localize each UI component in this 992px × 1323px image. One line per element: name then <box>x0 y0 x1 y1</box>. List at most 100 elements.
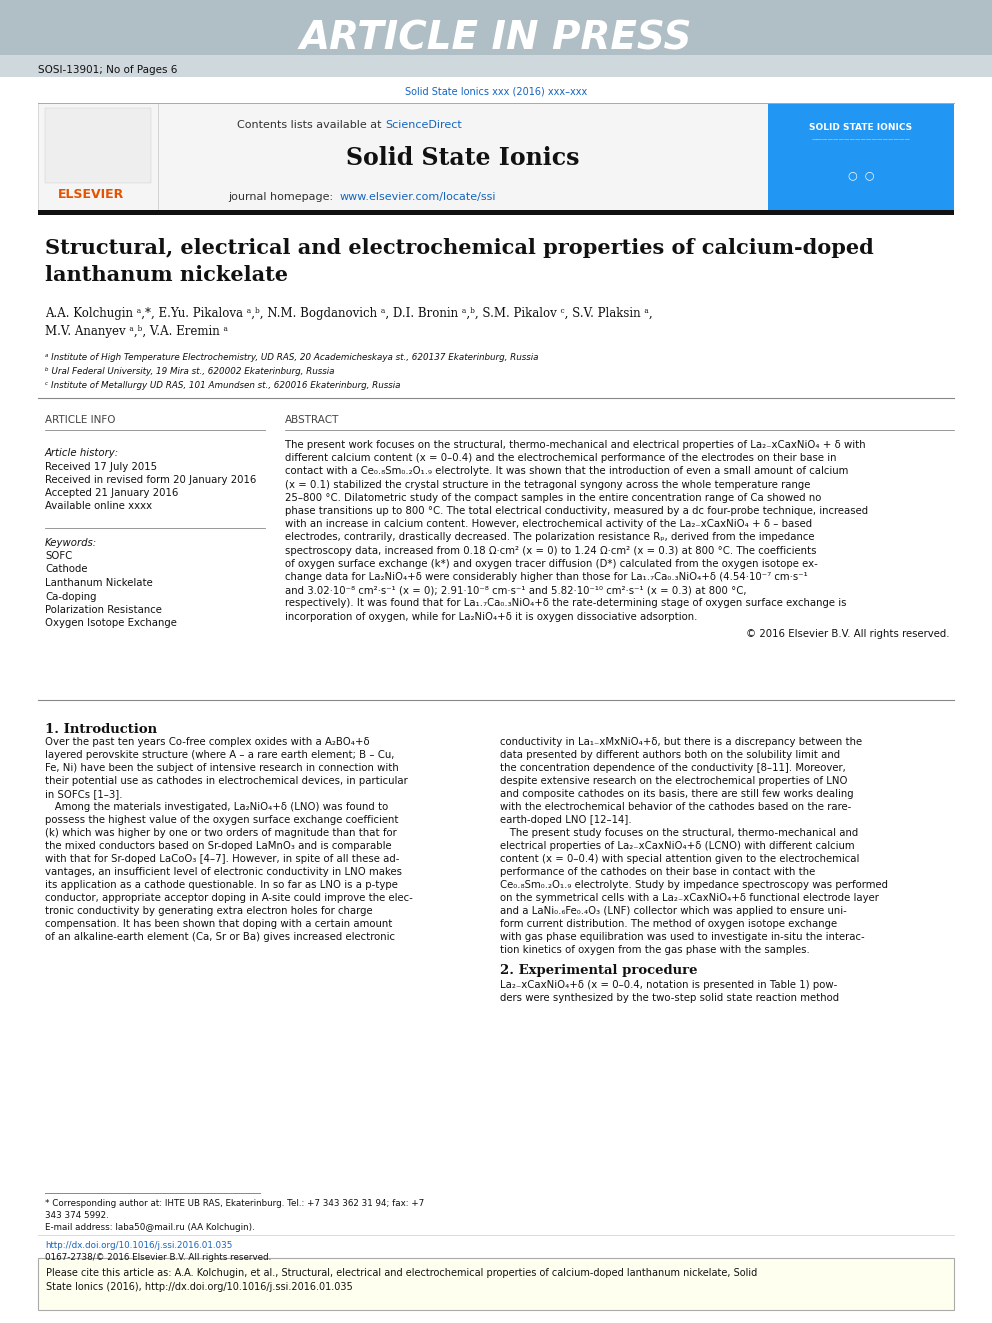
Text: their potential use as cathodes in electrochemical devices, in particular: their potential use as cathodes in elect… <box>45 777 408 786</box>
Text: 0167-2738/© 2016 Elsevier B.V. All rights reserved.: 0167-2738/© 2016 Elsevier B.V. All right… <box>45 1253 271 1262</box>
Text: Structural, electrical and electrochemical properties of calcium-doped: Structural, electrical and electrochemic… <box>45 238 874 258</box>
Text: incorporation of oxygen, while for La₂NiO₄+δ it is oxygen dissociative adsorptio: incorporation of oxygen, while for La₂Ni… <box>285 611 697 622</box>
Text: ARTICLE IN PRESS: ARTICLE IN PRESS <box>300 19 692 57</box>
Text: with gas phase equilibration was used to investigate in-situ the interac-: with gas phase equilibration was used to… <box>500 931 865 942</box>
Text: of an alkaline-earth element (Ca, Sr or Ba) gives increased electronic: of an alkaline-earth element (Ca, Sr or … <box>45 931 395 942</box>
Text: compensation. It has been shown that doping with a certain amount: compensation. It has been shown that dop… <box>45 919 393 929</box>
Text: its application as a cathode questionable. In so far as LNO is a p-type: its application as a cathode questionabl… <box>45 880 398 890</box>
Text: in SOFCs [1–3].: in SOFCs [1–3]. <box>45 789 122 799</box>
Text: Solid State Ionics xxx (2016) xxx–xxx: Solid State Ionics xxx (2016) xxx–xxx <box>405 87 587 97</box>
Text: content (x = 0–0.4) with special attention given to the electrochemical: content (x = 0–0.4) with special attenti… <box>500 855 859 864</box>
Text: Cathode: Cathode <box>45 565 87 574</box>
Text: A.A. Kolchugin ᵃ,*, E.Yu. Pikalova ᵃ,ᵇ, N.M. Bogdanovich ᵃ, D.I. Bronin ᵃ,ᵇ, S.M: A.A. Kolchugin ᵃ,*, E.Yu. Pikalova ᵃ,ᵇ, … <box>45 307 653 319</box>
Text: SOFC: SOFC <box>45 550 72 561</box>
Text: SOLID STATE IONICS: SOLID STATE IONICS <box>809 123 913 132</box>
Text: respectively). It was found that for La₁.₇Ca₀.₃NiO₄+δ the rate-determining stage: respectively). It was found that for La₁… <box>285 598 846 609</box>
Text: ○  ○: ○ ○ <box>848 169 874 180</box>
Text: ders were synthesized by the two-step solid state reaction method: ders were synthesized by the two-step so… <box>500 994 839 1003</box>
Text: * Corresponding author at: IHTE UB RAS, Ekaterinburg. Tel.: +7 343 362 31 94; fa: * Corresponding author at: IHTE UB RAS, … <box>45 1199 425 1208</box>
Text: different calcium content (x = 0–0.4) and the electrochemical performance of the: different calcium content (x = 0–0.4) an… <box>285 454 836 463</box>
Text: ᵇ Ural Federal University, 19 Mira st., 620002 Ekaterinburg, Russia: ᵇ Ural Federal University, 19 Mira st., … <box>45 368 334 377</box>
Text: earth-doped LNO [12–14].: earth-doped LNO [12–14]. <box>500 815 632 826</box>
Text: the concentration dependence of the conductivity [8–11]. Moreover,: the concentration dependence of the cond… <box>500 763 846 773</box>
Bar <box>38 1258 954 1310</box>
Text: Ca-doping: Ca-doping <box>45 591 96 602</box>
Text: 25–800 °C. Dilatometric study of the compact samples in the entire concentration: 25–800 °C. Dilatometric study of the com… <box>285 492 821 503</box>
Text: Keywords:: Keywords: <box>45 538 97 548</box>
Text: (x = 0.1) stabilized the crystal structure in the tetragonal syngony across the : (x = 0.1) stabilized the crystal structu… <box>285 480 810 490</box>
Text: Over the past ten years Co-free complex oxides with a A₂BO₄+δ: Over the past ten years Co-free complex … <box>45 737 370 747</box>
Text: with the electrochemical behavior of the cathodes based on the rare-: with the electrochemical behavior of the… <box>500 802 851 812</box>
Text: on the symmetrical cells with a La₂₋xCaxNiO₄+δ functional electrode layer: on the symmetrical cells with a La₂₋xCax… <box>500 893 879 904</box>
Text: of oxygen surface exchange (k*) and oxygen tracer diffusion (D*) calculated from: of oxygen surface exchange (k*) and oxyg… <box>285 558 817 569</box>
Text: E-mail address: laba50@mail.ru (AA Kolchugin).: E-mail address: laba50@mail.ru (AA Kolch… <box>45 1222 255 1232</box>
Bar <box>0 0 992 56</box>
Text: Accepted 21 January 2016: Accepted 21 January 2016 <box>45 488 179 497</box>
Text: © 2016 Elsevier B.V. All rights reserved.: © 2016 Elsevier B.V. All rights reserved… <box>747 628 950 639</box>
Bar <box>38 210 954 216</box>
Text: performance of the cathodes on their base in contact with the: performance of the cathodes on their bas… <box>500 867 815 877</box>
Text: (k) which was higher by one or two orders of magnitude than that for: (k) which was higher by one or two order… <box>45 828 397 837</box>
Text: Available online xxxx: Available online xxxx <box>45 501 152 511</box>
Text: Among the materials investigated, La₂NiO₄+δ (LNO) was found to: Among the materials investigated, La₂NiO… <box>45 802 388 812</box>
Text: The present work focuses on the structural, thermo-mechanical and electrical pro: The present work focuses on the structur… <box>285 441 866 450</box>
Text: ScienceDirect: ScienceDirect <box>385 120 461 130</box>
Text: the mixed conductors based on Sr-doped LaMnO₃ and is comparable: the mixed conductors based on Sr-doped L… <box>45 841 392 851</box>
Text: 1. Introduction: 1. Introduction <box>45 722 157 736</box>
Bar <box>38 103 158 210</box>
Text: change data for La₂NiO₄+δ were considerably higher than those for La₁.₇Ca₀.₃NiO₄: change data for La₂NiO₄+δ were considera… <box>285 572 807 582</box>
Text: Fe, Ni) have been the subject of intensive research in connection with: Fe, Ni) have been the subject of intensi… <box>45 763 399 773</box>
Text: Solid State Ionics: Solid State Ionics <box>346 146 579 169</box>
Text: Please cite this article as: A.A. Kolchugin, et al., Structural, electrical and : Please cite this article as: A.A. Kolchu… <box>46 1267 757 1278</box>
Text: Oxygen Isotope Exchange: Oxygen Isotope Exchange <box>45 618 177 628</box>
Text: and a LaNi₀.₆Fe₀.₄O₃ (LNF) collector which was applied to ensure uni-: and a LaNi₀.₆Fe₀.₄O₃ (LNF) collector whi… <box>500 906 847 916</box>
Text: La₂₋xCaxNiO₄+δ (x = 0–0.4, notation is presented in Table 1) pow-: La₂₋xCaxNiO₄+δ (x = 0–0.4, notation is p… <box>500 980 837 990</box>
Text: with that for Sr-doped LaCoO₃ [4–7]. However, in spite of all these ad-: with that for Sr-doped LaCoO₃ [4–7]. How… <box>45 855 400 864</box>
Text: conductivity in La₁₋xMxNiO₄+δ, but there is a discrepancy between the: conductivity in La₁₋xMxNiO₄+δ, but there… <box>500 737 862 747</box>
Bar <box>158 103 768 210</box>
Text: lanthanum nickelate: lanthanum nickelate <box>45 265 288 284</box>
Text: vantages, an insufficient level of electronic conductivity in LNO makes: vantages, an insufficient level of elect… <box>45 867 402 877</box>
Text: 2. Experimental procedure: 2. Experimental procedure <box>500 964 697 976</box>
Text: conductor, appropriate acceptor doping in A-site could improve the elec-: conductor, appropriate acceptor doping i… <box>45 893 413 904</box>
Text: Contents lists available at: Contents lists available at <box>237 120 385 130</box>
Text: ABSTRACT: ABSTRACT <box>285 415 339 425</box>
Text: spectroscopy data, increased from 0.18 Ω·cm² (x = 0) to 1.24 Ω·cm² (x = 0.3) at : spectroscopy data, increased from 0.18 Ω… <box>285 545 816 556</box>
Text: www.elsevier.com/locate/ssi: www.elsevier.com/locate/ssi <box>340 192 497 202</box>
Bar <box>45 108 151 183</box>
Text: Article history:: Article history: <box>45 448 119 458</box>
Text: ᶜ Institute of Metallurgy UD RAS, 101 Amundsen st., 620016 Ekaterinburg, Russia: ᶜ Institute of Metallurgy UD RAS, 101 Am… <box>45 381 401 390</box>
Text: 343 374 5992.: 343 374 5992. <box>45 1211 109 1220</box>
Bar <box>0 56 992 77</box>
Text: layered perovskite structure (where A – a rare earth element; B – Cu,: layered perovskite structure (where A – … <box>45 750 395 759</box>
Text: SOSI-13901; No of Pages 6: SOSI-13901; No of Pages 6 <box>38 65 178 75</box>
Text: possess the highest value of the oxygen surface exchange coefficient: possess the highest value of the oxygen … <box>45 815 399 826</box>
Text: ELSEVIER: ELSEVIER <box>58 188 124 201</box>
Text: phase transitions up to 800 °C. The total electrical conductivity, measured by a: phase transitions up to 800 °C. The tota… <box>285 505 868 516</box>
Text: Polarization Resistance: Polarization Resistance <box>45 605 162 615</box>
Text: Lanthanum Nickelate: Lanthanum Nickelate <box>45 578 153 587</box>
Bar <box>768 103 954 210</box>
Text: Ce₀.₈Sm₀.₂O₁.₉ electrolyte. Study by impedance spectroscopy was performed: Ce₀.₈Sm₀.₂O₁.₉ electrolyte. Study by imp… <box>500 880 888 890</box>
Text: ᵃ Institute of High Temperature Electrochemistry, UD RAS, 20 Academicheskaya st.: ᵃ Institute of High Temperature Electroc… <box>45 353 539 363</box>
Text: State Ionics (2016), http://dx.doi.org/10.1016/j.ssi.2016.01.035: State Ionics (2016), http://dx.doi.org/1… <box>46 1282 353 1293</box>
Text: despite extensive research on the electrochemical properties of LNO: despite extensive research on the electr… <box>500 777 847 786</box>
Text: contact with a Ce₀.₈Sm₀.₂O₁.₉ electrolyte. It was shown that the introduction of: contact with a Ce₀.₈Sm₀.₂O₁.₉ electrolyt… <box>285 467 848 476</box>
Text: Received in revised form 20 January 2016: Received in revised form 20 January 2016 <box>45 475 256 486</box>
Text: http://dx.doi.org/10.1016/j.ssi.2016.01.035: http://dx.doi.org/10.1016/j.ssi.2016.01.… <box>45 1241 232 1250</box>
Text: data presented by different authors both on the solubility limit and: data presented by different authors both… <box>500 750 840 759</box>
Text: and composite cathodes on its basis, there are still few works dealing: and composite cathodes on its basis, the… <box>500 789 854 799</box>
Text: The present study focuses on the structural, thermo-mechanical and: The present study focuses on the structu… <box>500 828 858 837</box>
Text: electrical properties of La₂₋xCaxNiO₄+δ (LCNO) with different calcium: electrical properties of La₂₋xCaxNiO₄+δ … <box>500 841 855 851</box>
Text: ARTICLE INFO: ARTICLE INFO <box>45 415 115 425</box>
Text: electrodes, contrarily, drastically decreased. The polarization resistance Rₚ, d: electrodes, contrarily, drastically decr… <box>285 532 814 542</box>
Text: with an increase in calcium content. However, electrochemical activity of the La: with an increase in calcium content. How… <box>285 519 812 529</box>
Text: and 3.02·10⁻⁸ cm²·s⁻¹ (x = 0); 2.91·10⁻⁸ cm·s⁻¹ and 5.82·10⁻¹⁰ cm²·s⁻¹ (x = 0.3): and 3.02·10⁻⁸ cm²·s⁻¹ (x = 0); 2.91·10⁻⁸… <box>285 585 747 595</box>
Text: tronic conductivity by generating extra electron holes for charge: tronic conductivity by generating extra … <box>45 906 373 916</box>
Text: form current distribution. The method of oxygen isotope exchange: form current distribution. The method of… <box>500 919 837 929</box>
Text: Received 17 July 2015: Received 17 July 2015 <box>45 462 157 472</box>
Text: journal homepage:: journal homepage: <box>228 192 340 202</box>
Text: tion kinetics of oxygen from the gas phase with the samples.: tion kinetics of oxygen from the gas pha… <box>500 945 809 955</box>
Text: M.V. Ananyev ᵃ,ᵇ, V.A. Eremin ᵃ: M.V. Ananyev ᵃ,ᵇ, V.A. Eremin ᵃ <box>45 325 228 339</box>
Text: ——————————————————: —————————————————— <box>811 138 911 143</box>
